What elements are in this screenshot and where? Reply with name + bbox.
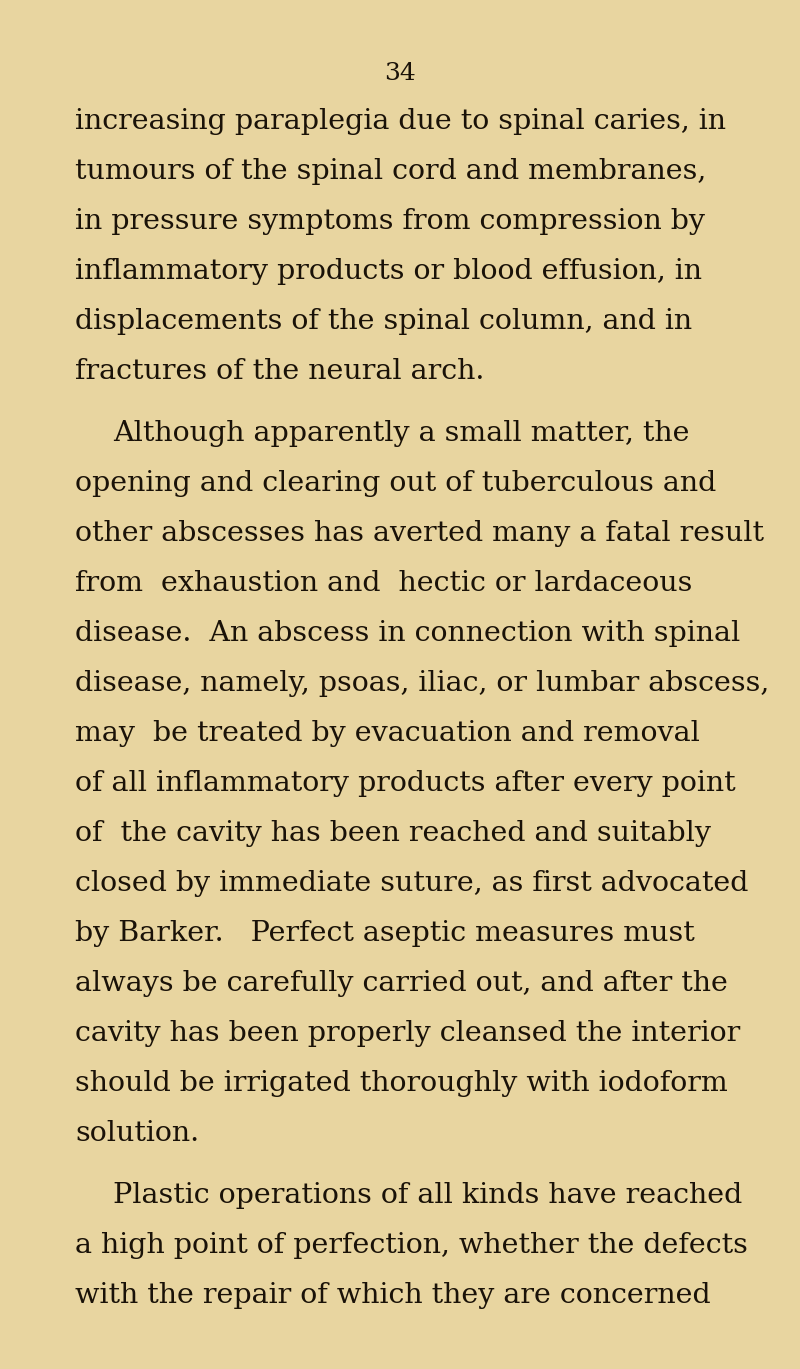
Text: closed by immediate suture, as first advocated: closed by immediate suture, as first adv… <box>75 871 748 897</box>
Text: fractures of the neural arch.: fractures of the neural arch. <box>75 359 484 385</box>
Text: in pressure symptoms from compression by: in pressure symptoms from compression by <box>75 208 705 235</box>
Text: a high point of perfection, whether the defects: a high point of perfection, whether the … <box>75 1232 748 1259</box>
Text: from  exhaustion and  hectic or lardaceous: from exhaustion and hectic or lardaceous <box>75 570 692 597</box>
Text: cavity has been properly cleansed the interior: cavity has been properly cleansed the in… <box>75 1020 740 1047</box>
Text: with the repair of which they are concerned: with the repair of which they are concer… <box>75 1281 710 1309</box>
Text: always be carefully carried out, and after the: always be carefully carried out, and aft… <box>75 971 728 997</box>
Text: solution.: solution. <box>75 1120 199 1147</box>
Text: other abscesses has averted many a fatal result: other abscesses has averted many a fatal… <box>75 520 764 548</box>
Text: inflammatory products or blood effusion, in: inflammatory products or blood effusion,… <box>75 257 702 285</box>
Text: increasing paraplegia due to spinal caries, in: increasing paraplegia due to spinal cari… <box>75 108 726 136</box>
Text: should be irrigated thoroughly with iodoform: should be irrigated thoroughly with iodo… <box>75 1071 728 1097</box>
Text: Plastic operations of all kinds have reached: Plastic operations of all kinds have rea… <box>113 1181 742 1209</box>
Text: displacements of the spinal column, and in: displacements of the spinal column, and … <box>75 308 692 335</box>
Text: of  the cavity has been reached and suitably: of the cavity has been reached and suita… <box>75 820 711 847</box>
Text: disease.  An abscess in connection with spinal: disease. An abscess in connection with s… <box>75 620 740 648</box>
Text: by Barker.   Perfect aseptic measures must: by Barker. Perfect aseptic measures must <box>75 920 694 947</box>
Text: tumours of the spinal cord and membranes,: tumours of the spinal cord and membranes… <box>75 157 706 185</box>
Text: opening and clearing out of tuberculous and: opening and clearing out of tuberculous … <box>75 470 716 497</box>
Text: disease, namely, psoas, iliac, or lumbar abscess,: disease, namely, psoas, iliac, or lumbar… <box>75 669 770 697</box>
Text: 34: 34 <box>384 62 416 85</box>
Text: may  be treated by evacuation and removal: may be treated by evacuation and removal <box>75 720 700 747</box>
Text: Although apparently a small matter, the: Although apparently a small matter, the <box>113 420 690 448</box>
Text: of all inflammatory products after every point: of all inflammatory products after every… <box>75 769 736 797</box>
